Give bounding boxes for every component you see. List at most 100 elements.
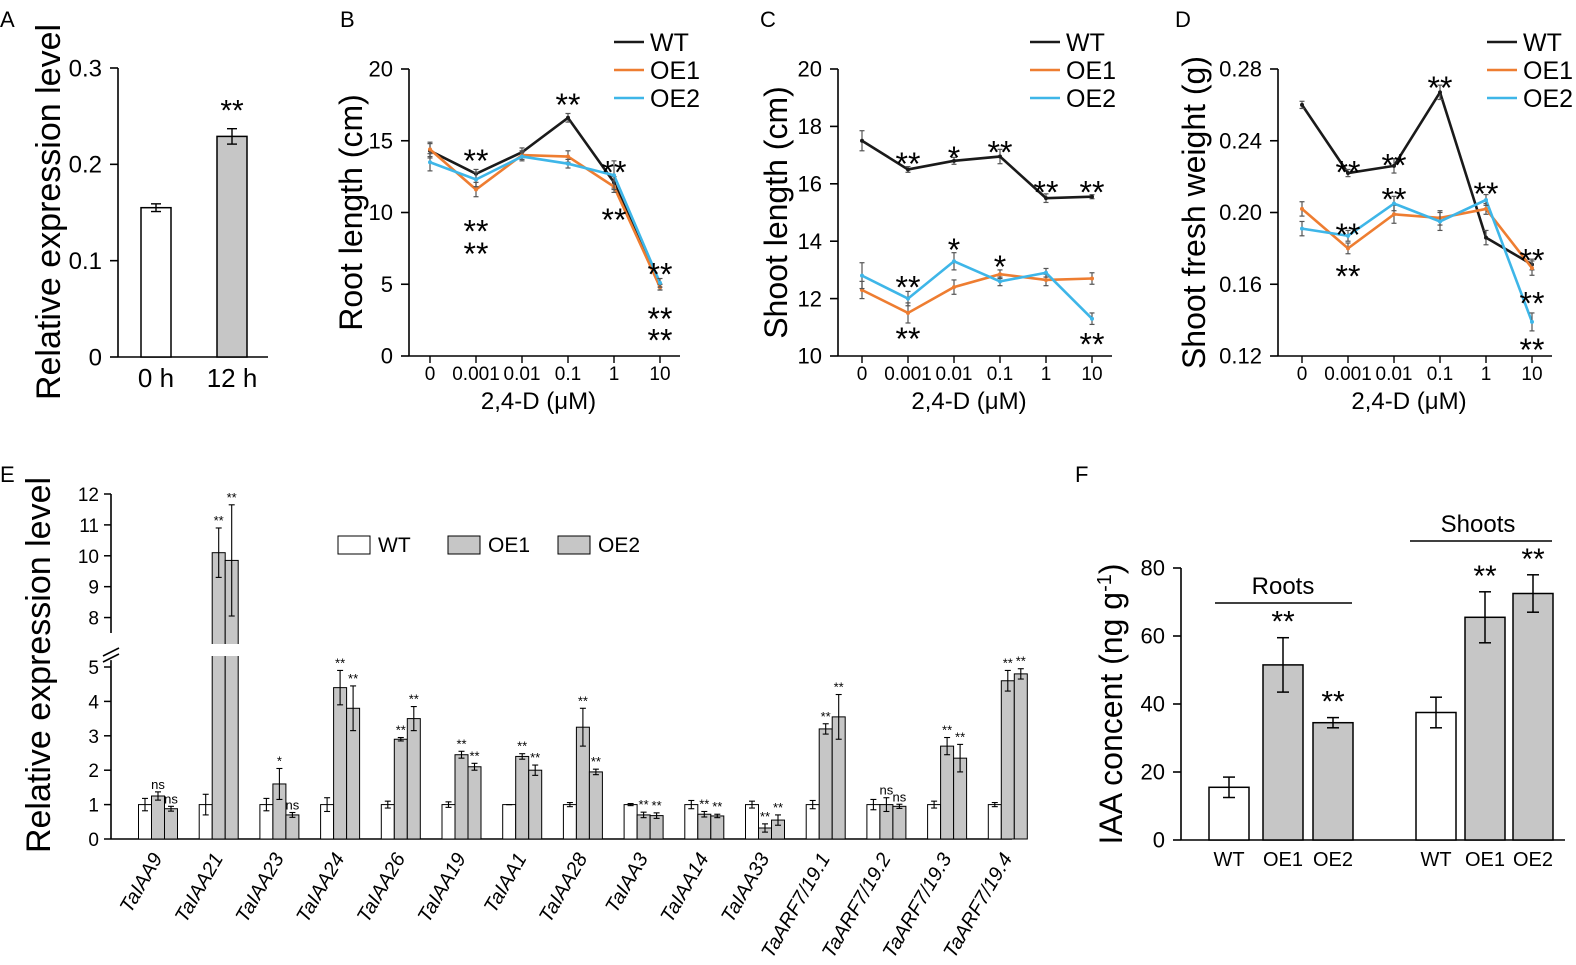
c-point <box>860 273 864 278</box>
e-bar <box>1013 673 1028 840</box>
e-error-bar <box>289 811 296 818</box>
f-x-tick-label: OE1 <box>1465 849 1505 871</box>
d-x-tick-label: 0.1 <box>1427 364 1453 385</box>
c-point <box>906 296 910 301</box>
b-significance: ** <box>602 202 627 238</box>
c-significance: ** <box>896 146 921 182</box>
e-error-bar <box>458 750 465 759</box>
e-bar <box>454 754 469 840</box>
e-error-bar <box>762 823 768 833</box>
d-significance: ** <box>1474 176 1499 212</box>
d-point <box>1300 102 1304 107</box>
e-bar <box>515 755 530 840</box>
f-y-tick-label: 80 <box>1141 556 1165 581</box>
e-x-tick-label: TaIAA19 <box>414 850 471 927</box>
e-x-tick-label: TaIAA23 <box>232 850 289 927</box>
e-error-bar <box>592 768 599 776</box>
b-point <box>566 161 570 166</box>
e-significance: ** <box>1003 655 1013 670</box>
e-bar <box>927 804 942 840</box>
e-error-bar <box>991 801 998 808</box>
e-significance: ** <box>821 709 831 724</box>
e-significance: ** <box>396 723 406 738</box>
e-error-bar <box>870 798 877 811</box>
e-error-bar <box>471 762 478 771</box>
e-bar <box>393 738 408 840</box>
e-significance: ** <box>834 680 844 695</box>
f-x-tick-label: WT <box>1213 849 1244 871</box>
b-significance: ** <box>648 256 673 292</box>
e-y-tick-label: 0 <box>88 830 99 851</box>
e-error-bar <box>532 764 539 776</box>
a-x-tick-label: 0 h <box>138 363 174 393</box>
d-significance: ** <box>1520 332 1545 368</box>
b-significance: ** <box>648 301 673 337</box>
e-error-bar <box>688 799 695 810</box>
c-y-tick-label: 18 <box>798 114 822 139</box>
f-group-label-shoots: Shoots <box>1441 511 1516 538</box>
e-error-bar <box>883 797 890 813</box>
c-x-tick-label: 0.001 <box>884 364 932 385</box>
d-significance: ** <box>1336 258 1361 294</box>
e-bar <box>502 804 517 840</box>
e-significance: ** <box>760 809 770 824</box>
e-error-bar <box>215 527 222 578</box>
c-significance: * <box>948 232 960 268</box>
e-error-bar <box>835 693 842 740</box>
e-error-bar <box>228 504 235 617</box>
b-y-tick-label: 15 <box>369 128 393 153</box>
d-point <box>1392 201 1396 206</box>
c-y-axis-label: Shoot length (cm) <box>758 86 794 339</box>
e-legend-swatch <box>447 535 481 555</box>
d-point <box>1346 246 1350 251</box>
c-point <box>998 272 1002 277</box>
d-point <box>1392 212 1396 217</box>
e-error-bar <box>896 803 903 809</box>
b-x-tick-label: 0.01 <box>504 364 541 385</box>
e-legend-label: OE1 <box>488 534 530 557</box>
f-y-tick-label: 20 <box>1141 760 1165 785</box>
e-y-tick-label: 10 <box>78 547 99 568</box>
d-point <box>1346 171 1350 176</box>
c-significance: ** <box>896 269 921 305</box>
e-y-tick-label: 1 <box>88 796 99 817</box>
d-y-tick-label: 0.16 <box>1219 272 1262 297</box>
b-y-tick-label: 5 <box>381 272 393 297</box>
e-bar <box>285 814 300 840</box>
e-error-bar <box>714 813 721 819</box>
e-error-bar <box>410 706 417 732</box>
d-y-tick-label: 0.28 <box>1219 57 1262 82</box>
b-point <box>612 173 616 178</box>
e-y-tick-label: 9 <box>88 578 99 599</box>
c-x-axis-label: 2,4-D (μM) <box>911 388 1026 415</box>
f-x-tick-label: OE1 <box>1263 849 1303 871</box>
e-significance: * <box>277 753 282 768</box>
b-point <box>658 280 662 285</box>
f-significance: ** <box>1473 560 1497 593</box>
e-y-tick-label: 8 <box>88 609 99 630</box>
d-point <box>1300 206 1304 211</box>
e-significance: ** <box>639 797 649 812</box>
e-bar <box>987 804 1002 840</box>
c-point <box>1044 277 1048 282</box>
e-x-tick-label: TaIAA33 <box>717 850 774 927</box>
d-x-tick-label: 10 <box>1521 364 1542 385</box>
e-significance: ** <box>409 692 419 707</box>
c-x-tick-label: 10 <box>1081 364 1102 385</box>
e-axis-break-mark <box>102 647 120 657</box>
panel-label-f: F <box>1075 462 1088 487</box>
e-error-bar <box>1017 668 1024 680</box>
e-error-bar <box>155 791 161 801</box>
e-legend-label: WT <box>378 534 411 557</box>
e-significance: ** <box>517 739 527 754</box>
c-point <box>952 259 956 264</box>
b-x-axis-label: 2,4-D (μM) <box>481 388 596 415</box>
f-y-tick-label: 0 <box>1153 828 1165 853</box>
b-significance: ** <box>556 87 581 123</box>
f-group-label-roots: Roots <box>1252 573 1315 600</box>
c-significance: ** <box>988 134 1013 170</box>
e-significance: ** <box>469 748 479 763</box>
b-x-tick-label: 0 <box>425 364 436 385</box>
e-bar <box>380 804 395 840</box>
